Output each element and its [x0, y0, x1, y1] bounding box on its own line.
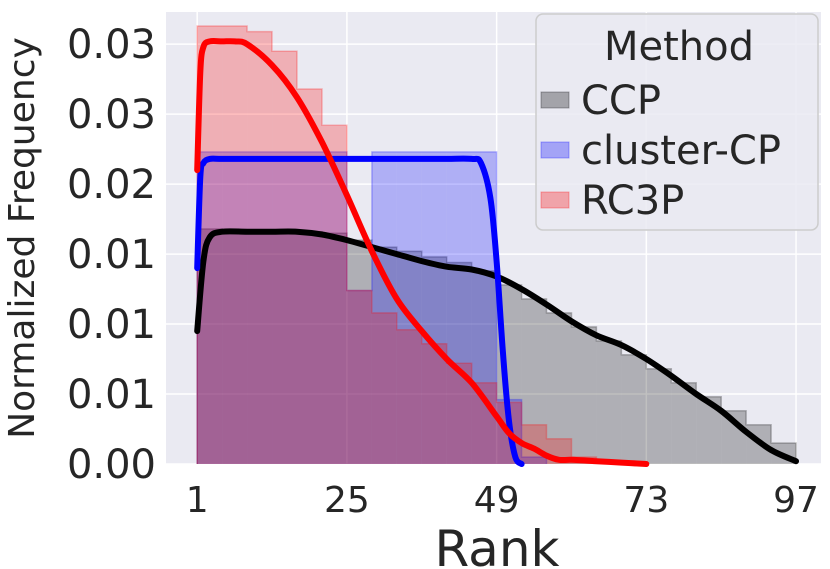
hist-bar	[247, 230, 273, 464]
hist-bar	[272, 151, 297, 464]
hist-bar	[371, 247, 397, 464]
hist-bar	[646, 368, 672, 464]
hist-bar	[247, 151, 273, 464]
legend-swatch-RC3P	[540, 191, 570, 209]
hist-bar	[396, 329, 422, 464]
legend-label-RC3P: RC3P	[581, 178, 684, 224]
hist-bar	[297, 151, 322, 464]
legend-title: Method	[604, 24, 754, 70]
x-tick-label: 25	[324, 480, 370, 521]
hist-bar	[546, 312, 572, 464]
hist-CCP	[196, 228, 797, 464]
hist-bar	[321, 151, 347, 464]
hist-bar	[371, 151, 397, 464]
hist-bar	[222, 151, 248, 464]
hist-bar	[396, 251, 422, 464]
hist-bar	[297, 88, 322, 464]
y-tick-label: 0.00	[67, 442, 156, 488]
legend-box	[535, 13, 819, 231]
hist-bar	[247, 31, 273, 464]
hist-bar	[446, 151, 472, 464]
hist-bar	[222, 25, 248, 465]
hist-bar	[346, 240, 372, 464]
hist-bar	[321, 125, 347, 464]
legend-label-CCP: CCP	[581, 78, 661, 124]
hist-bar	[421, 343, 447, 464]
hist-bar	[272, 231, 297, 464]
kde-curves	[194, 38, 799, 467]
hist-bar	[346, 290, 372, 464]
legend-label-cluster-CP: cluster-CP	[581, 128, 781, 174]
x-tick-label: 97	[773, 480, 819, 521]
y-tick-label: 0.03	[67, 22, 156, 68]
hist-bar	[421, 256, 447, 464]
hist-bar	[297, 231, 322, 464]
hist-bar	[321, 233, 347, 464]
x-tick-label: 73	[623, 480, 669, 521]
x-tick-label: 1	[186, 480, 209, 521]
hist-bar	[596, 340, 622, 464]
kde-line-CCP	[194, 228, 799, 465]
x-tick-label: 49	[474, 480, 520, 521]
hist-bar	[421, 151, 447, 464]
y-tick-label: 0.03	[67, 92, 156, 138]
hist-bar	[371, 312, 397, 464]
kde-line-RC3P	[194, 38, 650, 467]
hist-bar	[272, 51, 297, 464]
axis-ticks: 1 25 49 73 97 0.00 0.01 0.01 0.01 0.02 0.03 0.03	[67, 22, 819, 521]
y-tick-label: 0.01	[67, 232, 156, 278]
hist-bar	[222, 230, 248, 464]
hist-bar	[471, 270, 497, 464]
kde-line-cluster-CP	[194, 155, 525, 467]
hist-outline	[196, 25, 598, 464]
hist-outline	[196, 151, 548, 464]
hist-bar	[521, 457, 547, 464]
hist-bar	[346, 290, 372, 464]
hist-bar	[671, 382, 697, 464]
legend-swatch-CCP	[540, 91, 570, 109]
y-axis-label: Normalized Frequency	[2, 37, 43, 439]
y-tick-label: 0.02	[67, 162, 156, 208]
y-tick-label: 0.01	[67, 372, 156, 418]
legend-swatch-cluster-CP	[540, 141, 570, 159]
y-tick-label: 0.01	[67, 302, 156, 348]
x-axis-label: Rank	[435, 520, 560, 569]
hist-bar	[521, 298, 547, 464]
hist-RC3P	[196, 25, 598, 465]
histogram-bars	[196, 25, 797, 465]
hist-bar	[621, 354, 647, 464]
hist-bar	[571, 326, 597, 464]
